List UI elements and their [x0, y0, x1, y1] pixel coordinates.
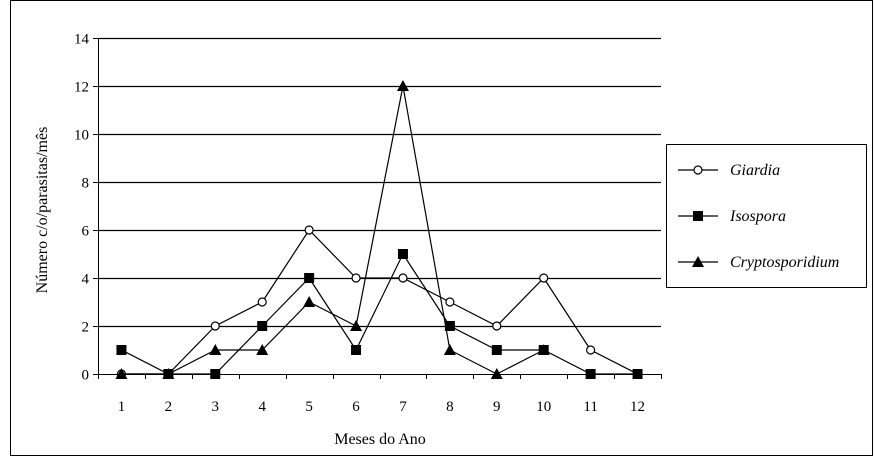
data-point-square: [210, 369, 221, 379]
x-tick-label: 6: [352, 399, 360, 415]
y-tick-label: 12: [74, 80, 89, 96]
legend-item: Cryptosporidium: [678, 254, 839, 271]
data-point-triangle: [537, 344, 550, 355]
data-point-square: [632, 369, 643, 379]
y-tick-label: 10: [74, 128, 89, 144]
series-line: [121, 252, 638, 375]
data-point-circle: [398, 273, 408, 283]
x-tick-label: 9: [493, 399, 501, 415]
legend: Giardia Isospora Cryptosporidium: [666, 144, 867, 288]
data-point-circle: [586, 345, 596, 355]
data-point-square: [397, 249, 408, 259]
x-tick-label: 12: [630, 399, 645, 415]
x-tick-label: 4: [258, 399, 266, 415]
data-point-square: [257, 321, 268, 331]
series-lines: [115, 80, 643, 379]
data-point-triangle: [209, 344, 222, 355]
x-tick-label: 5: [305, 399, 313, 415]
x-tick-label: 11: [583, 399, 597, 415]
x-tick-label: 3: [212, 399, 220, 415]
y-tick-label: 6: [82, 224, 90, 240]
data-point-circle: [351, 273, 361, 283]
series-line: [121, 85, 544, 375]
data-point-triangle: [115, 368, 128, 379]
y-tick-label: 14: [74, 32, 90, 48]
data-point-square: [116, 345, 127, 355]
data-point-circle: [445, 297, 455, 307]
y-tick-label: 8: [82, 176, 90, 192]
data-point-circle: [304, 225, 314, 235]
data-point-triangle: [443, 344, 456, 355]
data-point-triangle: [490, 368, 503, 379]
y-axis-title: Número c/o/parasitas/mês: [34, 127, 51, 294]
y-tick-label: 0: [82, 368, 90, 384]
data-point-triangle: [303, 296, 316, 307]
legend-label: Giardia: [730, 162, 780, 179]
legend-item: Giardia: [678, 162, 780, 179]
legend-label: Isospora: [729, 208, 786, 225]
data-point-triangle: [162, 368, 175, 379]
data-point-triangle: [256, 344, 269, 355]
x-axis-title: Meses do Ano: [334, 431, 426, 448]
data-point-circle: [539, 273, 549, 283]
y-tick-label: 4: [82, 272, 90, 288]
data-point-circle: [210, 321, 220, 331]
data-point-square: [351, 345, 362, 355]
x-tick-label: 10: [536, 399, 551, 415]
x-tick-label: 1: [118, 399, 126, 415]
data-point-square: [693, 211, 703, 221]
data-point-circle: [492, 321, 502, 331]
y-tick-label: 2: [82, 320, 90, 336]
data-point-square: [444, 321, 455, 331]
data-point-square: [585, 369, 596, 379]
data-point-triangle: [350, 320, 363, 331]
x-tick-label: 7: [399, 399, 407, 415]
series-line: [121, 229, 638, 375]
x-tick-label: 2: [165, 399, 173, 415]
data-point-circle: [257, 297, 267, 307]
data-point-square: [304, 273, 315, 283]
x-tick-label: 8: [446, 399, 454, 415]
data-point-square: [491, 345, 502, 355]
data-point-circle: [693, 165, 703, 175]
gridlines: [98, 37, 661, 328]
data-point-triangle: [396, 80, 409, 91]
series-cryptosporidium: [115, 80, 550, 379]
data-point-triangle: [692, 256, 704, 267]
legend-label: Cryptosporidium: [730, 254, 839, 271]
legend-item: Isospora: [678, 208, 786, 225]
